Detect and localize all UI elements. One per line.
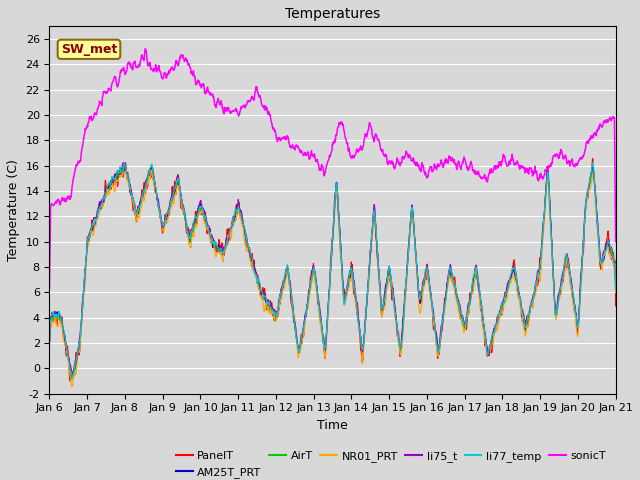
X-axis label: Time: Time	[317, 419, 348, 432]
Text: SW_met: SW_met	[61, 43, 117, 56]
Title: Temperatures: Temperatures	[285, 7, 380, 21]
Y-axis label: Temperature (C): Temperature (C)	[7, 159, 20, 261]
Legend: PanelT, AM25T_PRT, AirT, NR01_PRT, li75_t, li77_temp, sonicT: PanelT, AM25T_PRT, AirT, NR01_PRT, li75_…	[172, 447, 610, 480]
